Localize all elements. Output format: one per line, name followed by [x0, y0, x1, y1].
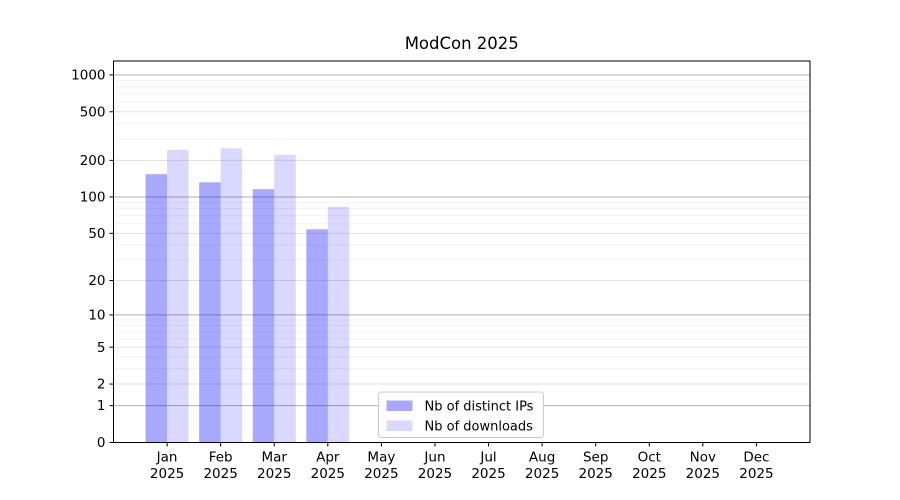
y-tick-label-100: 100	[80, 190, 106, 206]
x-tick-label-year-jan: 2025	[150, 466, 184, 482]
bar-nb-of-distinct-ips-mar	[252, 189, 275, 443]
x-tick-label-year-jun: 2025	[418, 466, 452, 482]
legend: Nb of distinct IPs Nb of downloads	[378, 391, 544, 438]
x-tick-label-month-jun: Jun	[423, 450, 445, 466]
x-tick-label-month-dec: Dec	[743, 450, 769, 466]
x-tick-label-month-aug: Aug	[529, 450, 555, 466]
bar-nb-of-distinct-ips-feb	[199, 182, 221, 443]
chart-title: ModCon 2025	[405, 34, 519, 53]
y-tick-label-2: 2	[97, 377, 106, 393]
legend-label-distinct-ips: Nb of distinct IPs	[425, 400, 534, 415]
y-tick-label-0: 0	[97, 435, 106, 451]
x-tick-label-year-mar: 2025	[257, 466, 291, 482]
y-tick-label-10: 10	[88, 308, 105, 324]
legend-swatch-downloads	[386, 420, 413, 431]
x-tick-label-month-nov: Nov	[690, 450, 716, 466]
x-axis: Jan2025Feb2025Mar2025Apr2025May2025Jun20…	[150, 442, 774, 482]
y-tick-label-1000: 1000	[71, 68, 105, 84]
y-tick-label-1: 1	[97, 398, 106, 414]
x-tick-label-month-jul: Jul	[479, 450, 496, 466]
y-tick-label-20: 20	[88, 273, 105, 289]
x-tick-label-year-dec: 2025	[739, 466, 773, 482]
bar-nb-of-downloads-feb	[220, 148, 243, 443]
bar-nb-of-distinct-ips-jan	[145, 174, 168, 443]
x-tick-label-month-oct: Oct	[638, 450, 661, 466]
bar-nb-of-downloads-apr	[327, 206, 350, 443]
x-tick-label-year-oct: 2025	[632, 466, 666, 482]
x-tick-label-month-apr: Apr	[316, 450, 340, 466]
x-tick-label-year-nov: 2025	[686, 466, 720, 482]
x-tick-label-year-sep: 2025	[579, 466, 613, 482]
legend-label-downloads: Nb of downloads	[425, 420, 534, 435]
x-tick-label-month-may: May	[367, 450, 395, 466]
legend-box	[378, 391, 544, 438]
bar-nb-of-distinct-ips-apr	[306, 229, 328, 443]
x-tick-label-year-feb: 2025	[203, 466, 237, 482]
x-tick-label-month-mar: Mar	[261, 450, 287, 466]
y-tick-label-200: 200	[80, 153, 106, 169]
bars	[145, 148, 350, 443]
gridlines	[113, 74, 810, 407]
y-tick-label-5: 5	[97, 340, 106, 356]
x-tick-label-year-may: 2025	[364, 466, 398, 482]
y-tick-label-500: 500	[80, 104, 106, 120]
x-tick-label-month-sep: Sep	[583, 450, 608, 466]
x-tick-label-year-aug: 2025	[525, 466, 559, 482]
plot-border	[113, 60, 811, 443]
x-tick-label-month-jan: Jan	[156, 450, 178, 466]
y-axis: 0 1 2 5 10 20 50 100 200 500 1000	[71, 68, 114, 451]
bar-nb-of-downloads-mar	[274, 154, 296, 443]
bar-nb-of-downloads-jan	[167, 149, 189, 443]
x-tick-label-month-feb: Feb	[209, 450, 233, 466]
legend-swatch-distinct-ips	[386, 400, 413, 411]
y-tick-label-50: 50	[88, 226, 105, 242]
x-tick-label-year-jul: 2025	[471, 466, 505, 482]
x-tick-label-year-apr: 2025	[311, 466, 345, 482]
